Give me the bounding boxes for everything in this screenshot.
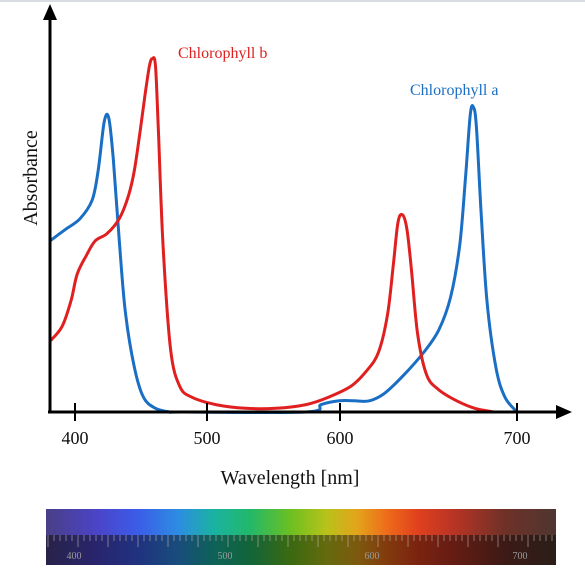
spectrum-gradient [46,509,556,565]
chlorophyll-b-label: Chlorophyll b [178,45,267,62]
top-border [0,0,585,2]
spectrum-ruler-ticks [47,535,553,547]
y-axis-title: Absorbance [20,130,42,226]
x-axis-arrow-icon [556,405,572,419]
x-axis-title: Wavelength [nm] [221,467,360,489]
spectrum-ruler-band [46,535,556,565]
chlorophyll-a-curve [49,104,519,415]
x-axis-ticks: 400 500 600 700 [62,403,531,448]
spectrum-tick-label-700: 700 [513,551,528,562]
x-tick-label-600: 600 [327,428,354,448]
spectrum-tick-label-600: 600 [365,551,380,562]
spectrum-tick-label-400: 400 [67,551,82,562]
x-tick-label-400: 400 [62,428,89,448]
chlorophyll-a-label: Chlorophyll a [410,82,498,99]
visible-spectrum-bar: 400 500 600 700 [46,509,556,565]
x-tick-label-700: 700 [504,428,531,448]
spectrum-tick-label-500: 500 [218,551,233,562]
plot-area [48,56,519,415]
chlorophyll-b-curve [48,56,495,414]
x-tick-label-500: 500 [194,428,221,448]
y-axis-arrow-icon [43,4,57,20]
